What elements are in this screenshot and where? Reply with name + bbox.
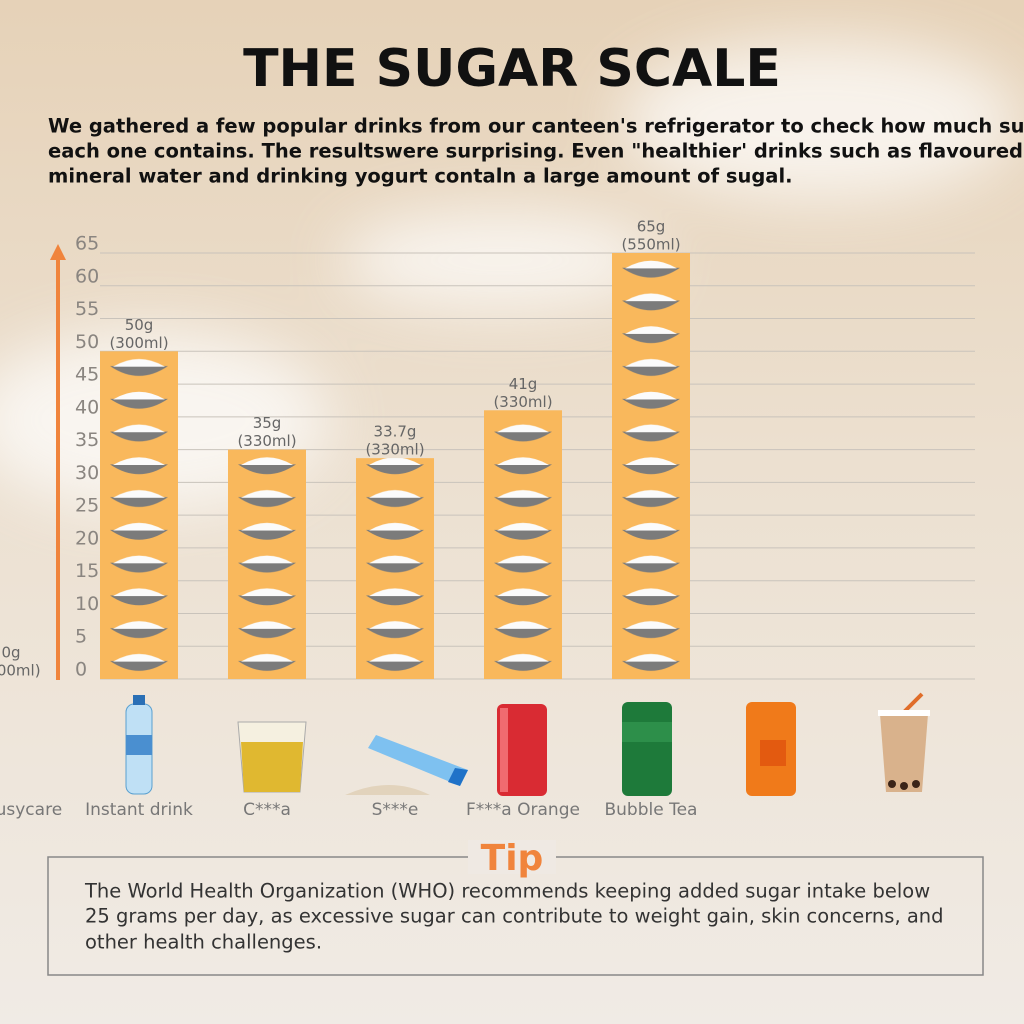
- volume-label: (300ml): [109, 334, 168, 352]
- x-tick-label: Bubble Tea: [605, 800, 698, 820]
- y-tick-label: 45: [75, 364, 99, 386]
- tip-line: The World Health Organization (WHO) reco…: [84, 880, 930, 903]
- bar: [228, 449, 306, 679]
- tip-title: Tip: [481, 838, 544, 879]
- volume-label: (330ml): [493, 393, 552, 411]
- y-tick-label: 25: [75, 495, 99, 517]
- bar: [356, 458, 434, 679]
- y-tick-label: 0: [75, 659, 87, 681]
- bubble-tea: [878, 692, 930, 792]
- volume-label: (300ml): [0, 662, 41, 680]
- x-tick-label: Lipbusycare: [0, 800, 62, 820]
- y-tick-label: 20: [75, 527, 99, 549]
- value-label: 50g: [125, 316, 154, 334]
- description-line: each one contains. The resultswere surpr…: [48, 140, 1023, 163]
- value-label: 65g: [637, 218, 666, 236]
- tip-line: other health challenges.: [85, 931, 322, 954]
- title: THE SUGAR SCALE: [243, 39, 781, 99]
- x-tick-label: S***e: [372, 800, 419, 820]
- y-tick-label: 30: [75, 462, 99, 484]
- bar: [100, 351, 178, 679]
- y-tick-label: 55: [75, 298, 99, 320]
- y-tick-label: 15: [75, 560, 99, 582]
- description: We gathered a few popular drinks from ou…: [48, 115, 1024, 188]
- y-tick-label: 10: [75, 593, 99, 615]
- x-tick-label: C***a: [243, 800, 291, 820]
- water-bottle: [125, 695, 153, 795]
- plot: 051015202530354045505560650g(500ml)Miner…: [0, 218, 975, 820]
- y-tick-label: 35: [75, 429, 99, 451]
- value-label: 35g: [253, 414, 282, 432]
- y-tick-label: 5: [75, 626, 87, 648]
- tip-line: 25 grams per day, as excessive sugar can…: [85, 905, 944, 928]
- product-images: [125, 692, 930, 796]
- tea-glass: [237, 721, 307, 793]
- sachet: [345, 735, 468, 795]
- y-tick-label: 50: [75, 331, 99, 353]
- y-tick-label: 40: [75, 396, 99, 418]
- bar: [612, 253, 690, 679]
- value-label: 41g: [509, 375, 538, 393]
- y-tick-label: 60: [75, 265, 99, 287]
- tip-title-backdrop: [468, 840, 556, 874]
- orange-can: [746, 702, 796, 796]
- description-line: mineral water and drinking yogurt contal…: [48, 165, 793, 188]
- red-can: [497, 704, 547, 796]
- x-tick-label: F***a Orange: [466, 800, 580, 820]
- value-label: 33.7g: [374, 423, 417, 441]
- volume-label: (330ml): [237, 432, 296, 450]
- green-can: [622, 702, 672, 796]
- volume-label: (550ml): [621, 236, 680, 254]
- tip-text: The World Health Organization (WHO) reco…: [84, 880, 944, 954]
- x-tick-label: Instant drink: [85, 800, 193, 820]
- volume-label: (330ml): [365, 441, 424, 459]
- description-line: We gathered a few popular drinks from ou…: [48, 115, 1024, 138]
- value-label: 0g: [1, 644, 20, 662]
- y-tick-label: 65: [75, 233, 99, 255]
- bar: [484, 410, 562, 679]
